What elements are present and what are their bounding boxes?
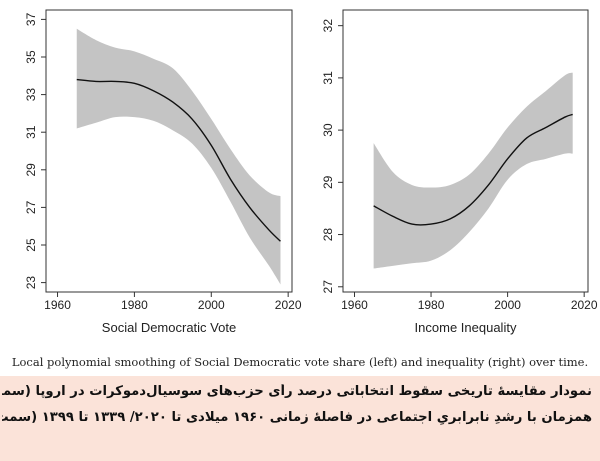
left-y-tick-label: 23 bbox=[24, 276, 38, 290]
english-caption: Local polynomial smoothing of Social Dem… bbox=[11, 355, 589, 369]
right-fitted-line bbox=[373, 113, 573, 226]
left-confidence-band bbox=[76, 28, 281, 285]
left-y-tick-label: 37 bbox=[24, 12, 38, 26]
right-y-tick-label: 32 bbox=[321, 19, 335, 33]
left-fitted-line bbox=[76, 78, 281, 242]
right-y-tick-label: 28 bbox=[321, 228, 335, 242]
charts-figure: 23 25 27 29 31 33 35 37 1960 1980 2000 2020 Social D… bbox=[24, 9, 598, 335]
right-y-tick-label: 31 bbox=[321, 71, 335, 85]
left-y-tick-label: 33 bbox=[24, 88, 38, 102]
right-y-tick-label: 29 bbox=[321, 175, 335, 189]
left-y-tick-label: 29 bbox=[24, 163, 38, 177]
left-y-tick-label: 27 bbox=[24, 200, 38, 214]
right-x-tick-label: 2020 bbox=[571, 298, 598, 312]
right-x-axis-title: Income Inequality bbox=[415, 320, 517, 335]
left-x-tick-label: 2020 bbox=[275, 298, 302, 312]
left-x-tick-label: 1980 bbox=[121, 298, 148, 312]
right-x-tick-label: 1980 bbox=[418, 298, 445, 312]
left-x-tick-label: 1960 bbox=[44, 298, 71, 312]
right-y-tick-label: 27 bbox=[321, 280, 335, 294]
left-y-tick-label: 31 bbox=[24, 125, 38, 139]
right-y-tick-label: 30 bbox=[321, 123, 335, 137]
right-x-tick-label: 2000 bbox=[494, 298, 521, 312]
left-chart-panel: 23 25 27 29 31 33 35 37 1960 1980 2000 2020 Social D… bbox=[24, 9, 302, 335]
persian-caption-band: نمودار مقایسۀ تاریخی سقوط انتخاباتی درصد… bbox=[0, 376, 600, 461]
persian-caption-line-1: نمودار مقایسۀ تاریخی سقوط انتخاباتی درصد… bbox=[2, 384, 592, 399]
left-x-tick-label: 2000 bbox=[198, 298, 225, 312]
left-x-axis-title: Social Democratic Vote bbox=[102, 320, 236, 335]
left-y-tick-label: 35 bbox=[24, 50, 38, 64]
right-x-tick-label: 1960 bbox=[341, 298, 368, 312]
right-confidence-band bbox=[373, 72, 573, 269]
right-chart-panel: 27 28 29 30 31 32 1960 1980 2000 2020 Income Inequ… bbox=[321, 9, 598, 335]
persian-caption-line-2: همزمان با رشدِ نابرابریِ اجتماعی در فاصل… bbox=[2, 410, 592, 425]
left-y-tick-label: 25 bbox=[24, 238, 38, 252]
